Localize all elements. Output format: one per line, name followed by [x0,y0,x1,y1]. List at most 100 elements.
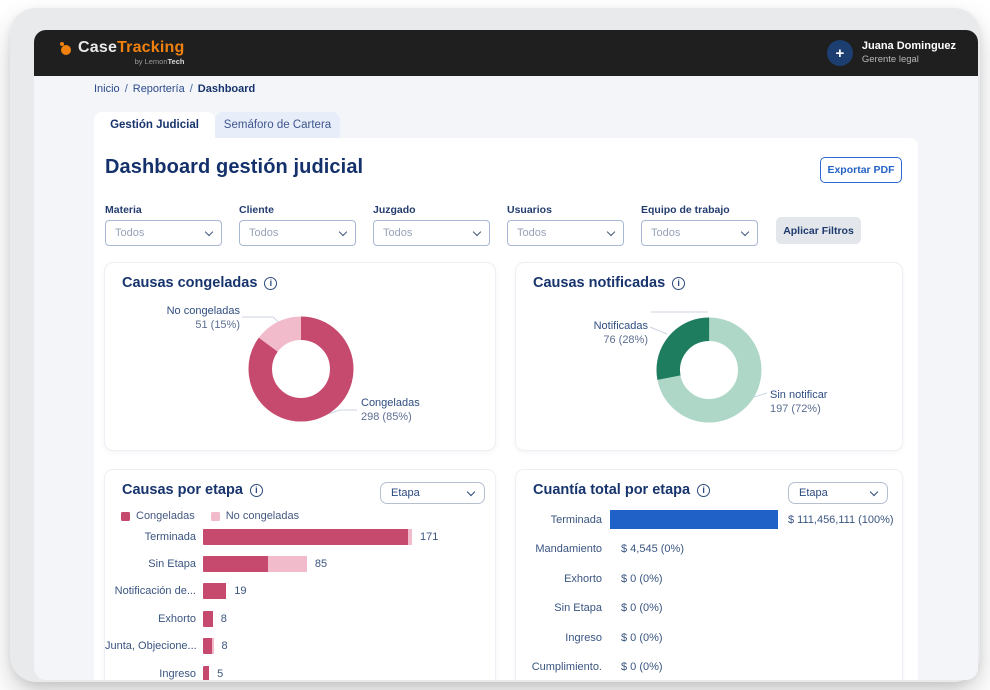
chevron-down-icon [338,227,348,236]
card-causas-congeladas: Causas congeladas i No congeladas 51 (15… [105,263,495,450]
tab-semaforo-de-cartera[interactable]: Semáforo de Cartera [215,112,340,138]
breadcrumb-separator: / [124,83,128,95]
bar-value-label: 171 [419,530,439,543]
filter-label: Usuarios [507,204,552,216]
filter-usuarios: Usuarios Todos [507,204,624,246]
bar [203,638,214,655]
content-area: Inicio / Reportería / Dashboard Gestión Judi… [34,76,978,680]
donut-chart-notificadas [649,311,768,423]
info-icon[interactable]: i [264,276,278,290]
bar-value-label: $ 0 (0%) [621,572,663,585]
bar-category-label: Exhorto [158,612,196,625]
slice-callout-congeladas: Congeladas 298 (85%) [361,397,420,423]
card-title: Cuantía total por etapa [533,482,691,498]
bar-segment-no-congeladas [267,556,307,573]
group-by-select[interactable]: Etapa [380,482,485,504]
bar-category-label: Terminada [550,513,602,526]
bar-row: Sin Etapa $ 0 (0%) [516,594,896,624]
bar-value-label: 85 [314,558,328,571]
bar-value-label: 5 [217,667,224,680]
bar-category-label: Ingreso [565,631,602,644]
filter-label: Materia [105,204,142,216]
plus-icon: + [835,44,845,62]
apply-filters-button[interactable]: Aplicar Filtros [776,217,861,244]
chevron-down-icon [472,227,482,236]
window-frame: CaseTracking by LemonTech + Juana Doming… [10,8,980,682]
logo-byline: by LemonTech [134,57,185,67]
slice-callout-no-congeladas: No congeladas 51 (15%) [166,305,240,331]
info-icon[interactable]: i [249,483,263,497]
bar [203,583,227,600]
bar-category-label: Sin Etapa [148,558,196,571]
breadcrumb-item-reportería[interactable]: Reportería [132,83,185,95]
bar-segment-congeladas [203,528,409,545]
bar-segment-no-congeladas [211,638,214,655]
avatar[interactable]: + [826,40,853,66]
user-menu[interactable]: + Juana Dominguez Gerente legal [826,40,956,66]
info-icon[interactable]: i [697,483,711,497]
bar-segment-congeladas [203,665,210,680]
filter-label: Cliente [239,204,275,216]
bar [203,528,412,545]
slice-callout-notificadas: Notificadas 76 (28%) [593,320,648,346]
bar-rows: Terminada $ 111,456,111 (100%) Mandamiento… [516,505,896,680]
breadcrumb-item-inicio[interactable]: Inicio [94,83,120,95]
card-title: Causas notificadas [533,275,666,291]
filter-juzgado: Juzgado Todos [373,204,490,246]
export-pdf-button[interactable]: Exportar PDF [820,157,902,183]
legend-item-congeladas: Congeladas [121,510,195,522]
bar-row: Mandamiento $ 4,545 (0%) [516,535,896,565]
bar-category-label: Sin Etapa [554,602,602,615]
bar-segment-congeladas [203,583,227,600]
group-by-select[interactable]: Etapa [788,482,888,504]
bar-value-label: $ 4,545 (0%) [621,543,684,556]
breadcrumb-item-dashboard: Dashboard [197,83,256,95]
bar-row: Junta, Objecione... 8 [105,633,489,660]
bar-row: Ingreso 5 [105,660,489,680]
chevron-down-icon [466,487,476,496]
user-name: Juana Dominguez [861,40,956,53]
bar-value-label: $ 0 (0%) [621,602,663,615]
bar [203,610,213,627]
bar-segment-no-congeladas [408,528,412,545]
app-header: CaseTracking by LemonTech + Juana Doming… [34,30,978,76]
filter-select[interactable]: Todos [239,220,356,246]
chart-legend: Congeladas No congeladas [121,510,299,522]
chevron-down-icon [606,227,616,236]
bar [203,665,210,680]
legend-swatch [121,511,130,521]
info-icon[interactable]: i [672,276,686,290]
bar-rows: Terminada 171 Sin Etapa 85 Notificación de..… [105,523,489,680]
breadcrumb-separator: / [189,83,193,95]
bar-category-label: Notificación de... [114,585,196,598]
breadcrumb: Inicio / Reportería / Dashboard [94,83,255,95]
filter-select[interactable]: Todos [105,220,222,246]
card-title: Causas congeladas [122,275,258,291]
filter-equipo-de-trabajo: Equipo de trabajo Todos [641,204,758,246]
bar-row: Exhorto $ 0 (0%) [516,564,896,594]
bar-value-label: 8 [221,640,228,653]
bar-segment-congeladas [203,556,268,573]
bar-row: Terminada 171 [105,523,489,550]
tab-gestion-judicial[interactable]: Gestión Judicial [94,112,215,138]
logo-icon [60,41,73,55]
filter-select[interactable]: Todos [641,220,758,246]
bar-value-label: 19 [234,585,247,598]
bar-category-label: Ingreso [159,667,196,680]
bar-category-label: Cumplimiento. [531,661,602,674]
card-causas-por-etapa: Causas por etapa i Etapa Congeladas No co… [105,470,495,680]
chevron-down-icon [740,227,750,236]
bar-category-label: Exhorto [564,572,602,585]
logo-text-tracking: Tracking [117,39,185,57]
filter-select[interactable]: Todos [507,220,624,246]
app-window: CaseTracking by LemonTech + Juana Doming… [34,30,978,680]
legend-item-no-congeladas: No congeladas [210,510,299,522]
logo-text-case: Case [78,39,118,57]
user-role: Gerente legal [861,54,919,66]
bar-value-label: $ 0 (0%) [621,661,663,674]
bar-row: Cumplimiento. $ 0 (0%) [516,653,896,681]
chevron-down-icon [869,487,879,496]
bar-row: Exhorto 8 [105,605,489,632]
card-title: Causas por etapa [122,482,243,498]
filter-select[interactable]: Todos [373,220,490,246]
